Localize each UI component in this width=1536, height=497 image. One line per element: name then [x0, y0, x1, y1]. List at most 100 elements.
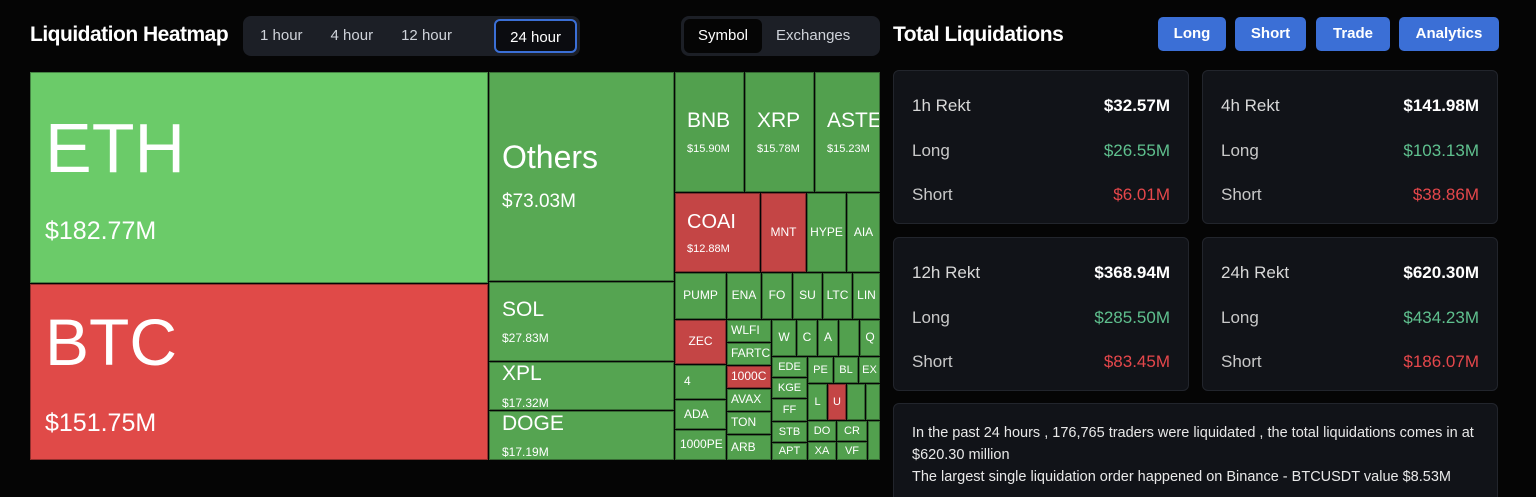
tile-label: WLFI — [731, 323, 760, 338]
heatmap-tile[interactable]: TON — [727, 412, 771, 434]
tile-label: LTC — [826, 288, 849, 303]
tile-label: BNB — [687, 109, 731, 133]
heatmap-tile[interactable]: PUMP — [675, 273, 726, 319]
stat-card: 4h Rekt $141.98M Long $103.13M Short $38.86M — [1202, 70, 1498, 224]
stat-row: Short $83.45M — [912, 352, 1170, 372]
stat-value: $620.30M — [1403, 263, 1479, 282]
stat-row: Long $434.23M — [1221, 308, 1479, 328]
heatmap-tile[interactable]: MNT — [761, 193, 806, 272]
action-button[interactable]: Analytics — [1399, 17, 1499, 51]
tile-label: 1000C — [731, 369, 767, 384]
tile-value: $15.23M — [827, 142, 870, 155]
heatmap-tile[interactable]: CR — [837, 421, 867, 441]
time-tab[interactable]: 24 hour — [494, 19, 577, 53]
stat-value: $186.07M — [1403, 352, 1479, 371]
tile-label: EDE — [778, 360, 801, 373]
heatmap-tile[interactable]: EDE — [772, 357, 807, 377]
heatmap-tile[interactable]: FF — [772, 399, 807, 421]
heatmap-tile[interactable]: KGE — [772, 378, 807, 398]
view-tab[interactable]: Exchanges — [776, 27, 851, 44]
heatmap-tile[interactable]: L — [808, 384, 827, 420]
view-tab[interactable]: Symbol — [684, 19, 763, 53]
stat-value: $26.55M — [1103, 141, 1170, 160]
heatmap-tile[interactable]: 4 — [675, 365, 726, 399]
tile-label: APT — [778, 445, 801, 458]
tile-label: C — [802, 330, 812, 345]
heatmap-tile[interactable]: STB — [772, 422, 807, 442]
heatmap-tile[interactable]: LIN — [853, 273, 880, 319]
heatmap-title: Liquidation Heatmap — [30, 23, 229, 46]
heatmap-tile[interactable]: LTC — [823, 273, 852, 319]
heatmap-tile[interactable]: XA — [808, 442, 836, 460]
heatmap-tile[interactable]: 1000C — [727, 366, 771, 388]
stat-row: Short $6.01M — [912, 185, 1170, 205]
tile-value: $15.90M — [687, 142, 730, 155]
heatmap-tile[interactable]: DOGE $17.19M — [489, 411, 674, 460]
stat-row: 1h Rekt $32.57M — [912, 96, 1170, 116]
tile-label: COAI — [687, 210, 736, 233]
action-button[interactable]: Trade — [1316, 17, 1390, 51]
stat-label: Short — [1221, 352, 1262, 371]
stat-value: $32.57M — [1103, 96, 1170, 115]
heatmap-tile[interactable]: C — [797, 320, 817, 356]
heatmap-tile[interactable]: HYPE — [807, 193, 846, 272]
heatmap-tile[interactable]: BL — [834, 357, 858, 383]
heatmap-tile[interactable]: W — [772, 320, 796, 356]
stat-card: 1h Rekt $32.57M Long $26.55M Short $6.01M — [893, 70, 1189, 224]
tile-label: AVAX — [731, 392, 762, 407]
summary-line: The largest single liquidation order hap… — [912, 469, 1451, 485]
heatmap-tile[interactable]: XRP $15.78M — [745, 72, 814, 192]
heatmap-tile[interactable]: ASTER $15.23M — [815, 72, 880, 192]
heatmap-tile[interactable]: ARB — [727, 435, 771, 460]
stat-row: Long $285.50M — [912, 308, 1170, 328]
heatmap-tile[interactable]: Q — [860, 320, 880, 356]
view-toggle: Symbol Exchanges — [681, 16, 880, 56]
heatmap-tile[interactable]: COAI $12.88M — [675, 193, 760, 272]
action-button[interactable]: Short — [1235, 17, 1306, 51]
time-tab[interactable]: 12 hour — [401, 27, 452, 44]
tile-label: FARTC — [731, 346, 771, 361]
heatmap-tile[interactable]: DO — [808, 421, 836, 441]
heatmap-tile[interactable]: XPL $17.32M — [489, 362, 674, 410]
tile-label: VF — [844, 444, 860, 457]
heatmap-tile[interactable]: AIA — [847, 193, 880, 272]
summary-line: In the past 24 hours , 176,765 traders w… — [912, 425, 1474, 463]
heatmap-tile[interactable]: VF — [837, 442, 867, 460]
heatmap-tile[interactable]: A — [818, 320, 838, 356]
tile-label: HYPE — [810, 224, 843, 239]
tile-label: FF — [782, 403, 797, 416]
stat-label: Long — [912, 141, 950, 160]
heatmap-tile[interactable]: ETH $182.77M — [30, 72, 488, 283]
tile-label: ENA — [731, 288, 757, 303]
tile-value: $17.32M — [502, 395, 549, 410]
stat-card: 24h Rekt $620.30M Long $434.23M Short $186.07… — [1202, 237, 1498, 391]
action-button[interactable]: Long — [1158, 17, 1226, 51]
tile-label: 1000PE — [680, 437, 723, 452]
stat-label: 24h Rekt — [1221, 263, 1290, 282]
tile-label: MNT — [770, 224, 797, 239]
heatmap-tile[interactable]: WLFI — [727, 320, 771, 342]
heatmap-tile[interactable]: ZEC — [675, 320, 726, 364]
heatmap-tile[interactable]: FO — [762, 273, 792, 319]
time-tab[interactable]: 1 hour — [260, 27, 303, 44]
tile-value: $27.83M — [502, 331, 549, 346]
heatmap-tile[interactable]: 1000PE — [675, 430, 726, 460]
heatmap-tile[interactable]: U — [828, 384, 846, 420]
heatmap-tile[interactable]: ADA — [675, 400, 726, 429]
heatmap-tile[interactable]: SOL $27.83M — [489, 282, 674, 361]
heatmap-tile[interactable]: AVAX — [727, 389, 771, 411]
heatmap-tile[interactable]: APT — [772, 443, 807, 460]
heatmap-tile[interactable]: Others $73.03M — [489, 72, 674, 281]
heatmap-tile[interactable]: ENA — [727, 273, 761, 319]
time-tabs: 1 hour 4 hour 12 hour 24 hour — [243, 16, 580, 56]
heatmap-tile[interactable]: FARTC — [727, 343, 771, 365]
stat-label: 4h Rekt — [1221, 96, 1280, 115]
tile-label: EX — [862, 363, 877, 376]
heatmap-tile[interactable]: BTC $151.75M — [30, 284, 488, 460]
heatmap-tile[interactable]: BNB $15.90M — [675, 72, 744, 192]
heatmap-tile[interactable]: PE — [808, 357, 833, 383]
heatmap-tile[interactable]: EX — [859, 357, 880, 383]
time-tab[interactable]: 4 hour — [330, 27, 374, 44]
heatmap-tile[interactable]: SU — [793, 273, 822, 319]
tile-filler — [868, 421, 880, 460]
